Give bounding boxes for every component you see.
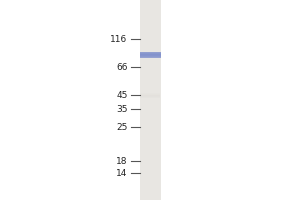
Bar — [140, 96, 160, 97]
Text: 35: 35 — [116, 104, 128, 114]
Text: 14: 14 — [116, 168, 128, 178]
Bar — [140, 56, 160, 57]
Text: 66: 66 — [116, 62, 128, 72]
Text: 116: 116 — [110, 34, 127, 44]
Bar — [140, 56, 160, 57]
Bar — [140, 55, 160, 56]
Bar — [140, 53, 160, 54]
Bar — [140, 57, 160, 58]
Text: 25: 25 — [116, 122, 128, 132]
Bar — [140, 0, 160, 200]
Bar — [140, 95, 160, 96]
Bar — [140, 57, 160, 58]
Text: 18: 18 — [116, 156, 128, 166]
Bar — [140, 53, 160, 54]
Text: 45: 45 — [116, 90, 128, 99]
Bar — [140, 55, 160, 56]
Bar — [140, 52, 160, 53]
Bar — [140, 54, 160, 55]
Bar — [140, 97, 160, 98]
Bar — [140, 93, 160, 94]
Bar — [140, 94, 160, 95]
Bar — [140, 54, 160, 55]
Bar — [140, 52, 160, 53]
